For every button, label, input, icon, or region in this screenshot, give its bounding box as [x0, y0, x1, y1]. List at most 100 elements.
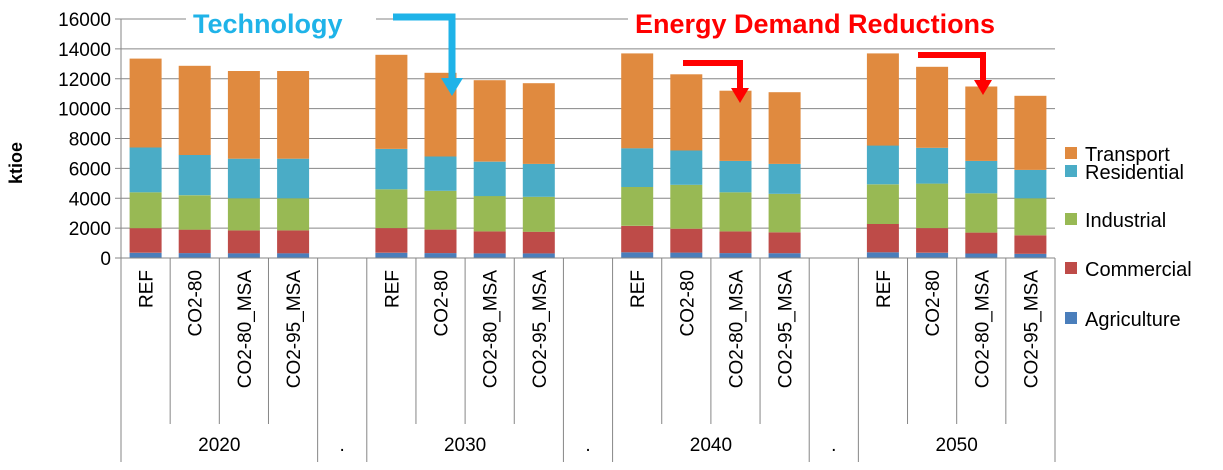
x-category-label: REF — [874, 270, 895, 308]
legend-swatch-residential — [1065, 165, 1077, 177]
bar-segment-residential — [375, 149, 408, 190]
bar-segment-residential — [129, 147, 162, 193]
technology-label-backdrop — [186, 6, 376, 40]
x-category-label: CO2-80 — [432, 270, 453, 337]
bar-segment-commercial — [719, 231, 752, 254]
x-category-label: CO2-80 — [677, 270, 698, 337]
bar-segment-residential — [522, 163, 555, 197]
bar-segment-agriculture — [768, 253, 801, 258]
bar-segment-industrial — [277, 198, 310, 231]
legend-swatch-industrial — [1065, 213, 1077, 225]
x-group-label: . — [585, 435, 590, 456]
y-tick-label: 4000 — [69, 189, 111, 210]
bar-segment-agriculture — [424, 253, 457, 258]
legend-swatch-transport — [1065, 147, 1077, 159]
y-tick-label: 16000 — [58, 10, 111, 31]
bar-segment-industrial — [178, 195, 211, 230]
bar-segment-transport — [916, 66, 949, 148]
bar-segment-commercial — [916, 228, 949, 253]
legend-label-commercial: Commercial — [1085, 259, 1192, 281]
bar-segment-residential — [866, 145, 899, 185]
bar-segment-commercial — [768, 232, 801, 254]
bar-segment-residential — [1014, 169, 1047, 199]
bar-segment-residential — [670, 150, 703, 185]
bar-segment-transport — [1014, 95, 1047, 170]
bar-segment-transport — [719, 90, 752, 161]
bar-segment-industrial — [866, 184, 899, 224]
bar-segment-residential — [768, 163, 801, 194]
legend-label-industrial: Industrial — [1085, 210, 1166, 232]
legend-swatch-agriculture — [1065, 312, 1077, 324]
bar-segment-residential — [621, 148, 654, 187]
x-category-label: CO2-95_MSA — [1021, 270, 1042, 389]
x-category-label: CO2-80_MSA — [727, 270, 748, 389]
y-tick-label: 2000 — [69, 219, 111, 240]
bar-segment-industrial — [768, 193, 801, 233]
energy-demand-arrowhead-icon-2 — [974, 80, 992, 95]
x-group-label: 2040 — [690, 435, 732, 456]
x-axis: REF CO2-80 CO2-80_MSA CO2-95_MSA 2020 . REF CO2… — [120, 257, 1056, 462]
bar-segment-transport — [375, 54, 408, 149]
x-category-label: CO2-80_MSA — [235, 270, 256, 389]
energy-demand-arrowhead-icon — [731, 88, 749, 103]
bar-segment-commercial — [866, 223, 899, 253]
bar-segment-residential — [227, 158, 260, 199]
bar-segment-residential — [719, 160, 752, 193]
x-category-label: CO2-80 — [186, 270, 207, 337]
x-group-label: . — [831, 435, 836, 456]
bar-segment-transport — [178, 65, 211, 155]
bar-segment-transport — [473, 80, 506, 162]
bar-segment-agriculture — [375, 252, 408, 258]
technology-arrow-icon — [393, 13, 456, 80]
bar-segment-agriculture — [1014, 253, 1047, 258]
y-tick-label: 14000 — [58, 40, 111, 61]
bar-segment-agriculture — [719, 253, 752, 258]
bar-segment-agriculture — [522, 253, 555, 258]
bar-segment-agriculture — [277, 253, 310, 258]
bar-segment-commercial — [522, 231, 555, 254]
bar-segment-residential — [473, 161, 506, 197]
bar-segment-agriculture — [866, 252, 899, 258]
x-category-label: CO2-95_MSA — [284, 270, 305, 389]
bar-segment-industrial — [621, 187, 654, 226]
bar-segment-transport — [277, 71, 310, 159]
bar-segment-commercial — [621, 225, 654, 253]
bar-segment-industrial — [522, 196, 555, 232]
bar-segment-agriculture — [129, 252, 162, 258]
y-axis: 0 2000 4000 6000 8000 10000 12000 14000 16000 — [58, 10, 122, 270]
legend-label-agriculture: Agriculture — [1085, 309, 1181, 331]
y-tick-label: 0 — [100, 249, 111, 270]
bar-segment-commercial — [227, 230, 260, 254]
bar-segment-transport — [129, 58, 162, 148]
annotations: Technology Energy Demand Reductions — [186, 6, 1060, 103]
x-group-label: 2050 — [936, 435, 978, 456]
bar-segment-commercial — [473, 231, 506, 254]
x-group-label: 2020 — [198, 435, 240, 456]
legend-swatch-commercial — [1065, 262, 1077, 274]
energy-demand-arrow-icon-2 — [918, 52, 986, 82]
x-category-label: CO2-95_MSA — [530, 270, 551, 389]
bar-segment-industrial — [670, 184, 703, 229]
bar-segment-agriculture — [670, 252, 703, 258]
x-group-label: . — [340, 435, 345, 456]
y-tick-label: 8000 — [69, 130, 111, 151]
bar-segment-agriculture — [178, 253, 211, 258]
x-category-label: REF — [628, 270, 649, 308]
x-category-label: REF — [137, 270, 158, 308]
legend-label-residential: Residential — [1085, 162, 1184, 184]
x-category-label: CO2-80 — [923, 270, 944, 337]
bar-segment-industrial — [227, 198, 260, 231]
gridlines — [121, 18, 1055, 259]
bar-segment-residential — [178, 154, 211, 196]
bar-segment-agriculture — [965, 253, 998, 258]
bar-segment-transport — [768, 92, 801, 164]
bar-segment-residential — [424, 156, 457, 191]
bar-segment-industrial — [424, 190, 457, 230]
x-category-label: CO2-80_MSA — [481, 270, 502, 389]
bars — [129, 53, 1047, 258]
bar-segment-residential — [277, 158, 310, 199]
x-category-label: CO2-80_MSA — [972, 270, 993, 389]
y-tick-label: 6000 — [69, 159, 111, 180]
bar-segment-commercial — [129, 228, 162, 253]
